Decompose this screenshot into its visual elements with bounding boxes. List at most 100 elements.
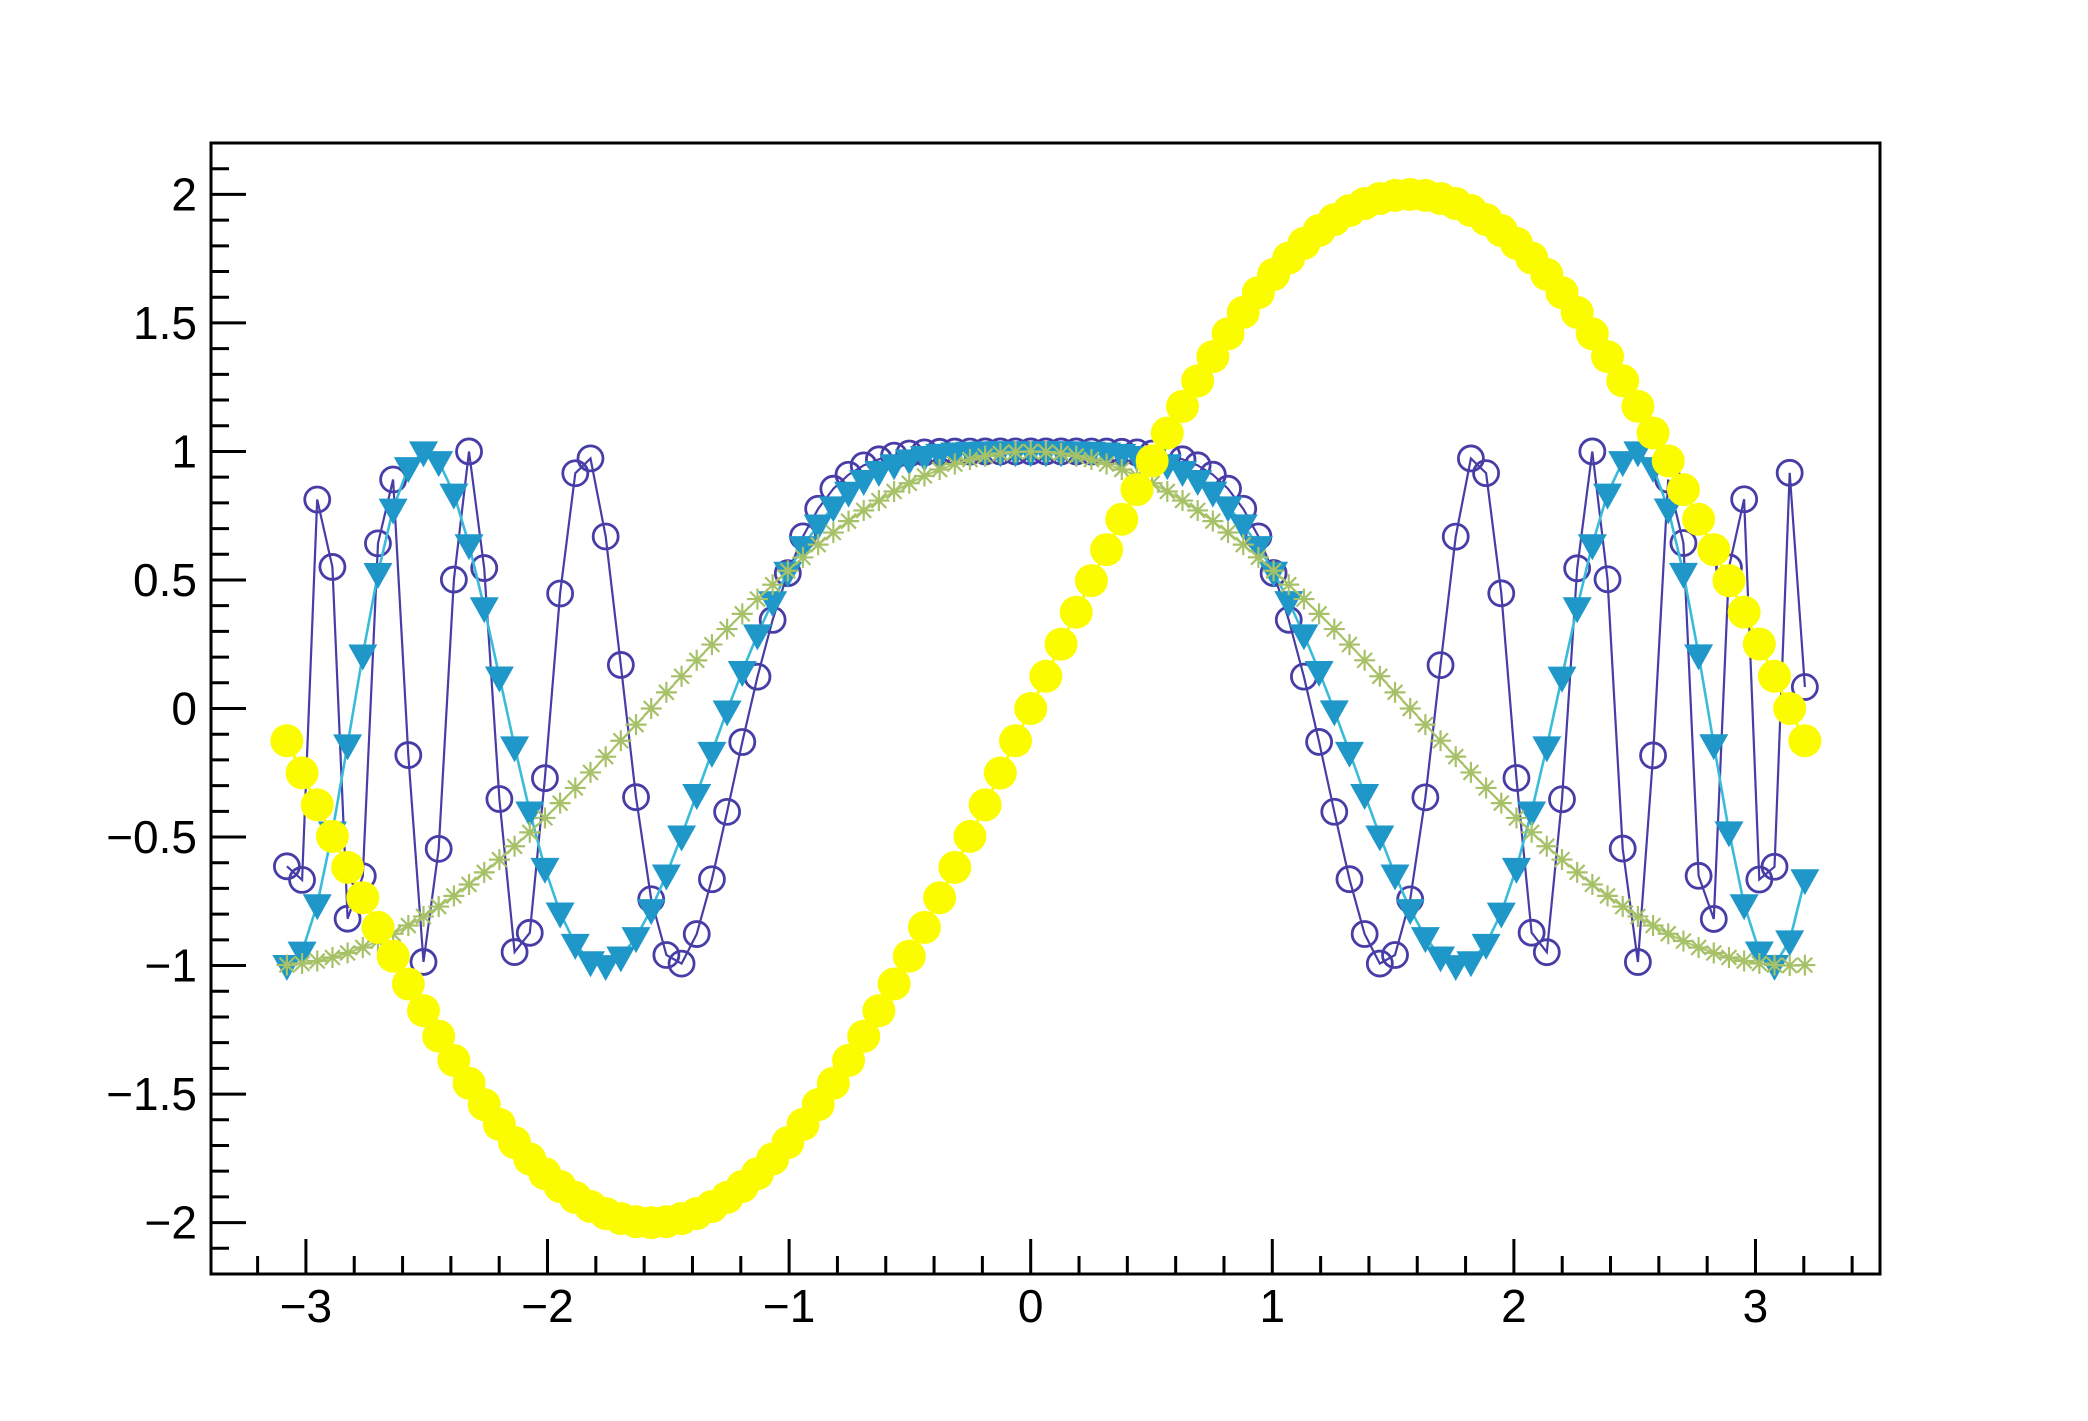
triangle-down-marker — [424, 451, 454, 478]
filled-circle-marker — [983, 756, 1017, 790]
asterisk-marker — [944, 453, 966, 475]
asterisk-arm — [354, 939, 371, 956]
triangle-down-marker — [302, 894, 332, 921]
y-tick-label: −2 — [145, 1197, 197, 1249]
asterisk-arm — [1386, 684, 1404, 701]
triangle-down-marker — [439, 483, 469, 510]
triangle-down-marker — [682, 784, 712, 810]
asterisk-arm — [1083, 451, 1100, 468]
asterisk-arm — [612, 732, 630, 749]
open-circle-marker — [1623, 948, 1652, 976]
asterisk-marker — [701, 634, 723, 656]
asterisk-arm — [1159, 483, 1176, 500]
open-circle-marker — [1532, 938, 1561, 967]
asterisk-arm — [1705, 944, 1722, 962]
asterisk-arm — [1068, 447, 1085, 465]
filled-circle-marker — [1727, 595, 1761, 629]
filled-circle-marker — [999, 724, 1033, 758]
x-tick-label: 2 — [1501, 1280, 1527, 1332]
open-circle-marker — [1426, 651, 1455, 679]
open-circle-marker — [1608, 834, 1637, 863]
open-circle-marker — [1457, 444, 1485, 473]
triangle-down-marker — [1213, 496, 1243, 523]
asterisk-marker — [473, 861, 495, 883]
triangle-down-marker — [469, 597, 499, 624]
asterisk-arm — [1508, 809, 1525, 827]
filled-circle-marker — [1682, 502, 1716, 536]
open-circle-marker — [1669, 529, 1698, 557]
triangle-down-marker — [1577, 534, 1607, 561]
asterisk-marker — [1521, 821, 1543, 843]
filled-circle-marker — [1606, 364, 1640, 398]
asterisk-marker — [610, 730, 632, 752]
triangle-down-marker — [393, 457, 423, 484]
open-circle-marker — [1730, 485, 1759, 514]
asterisk-marker — [822, 522, 844, 544]
open-circle-marker — [1441, 522, 1470, 551]
filled-circle-marker — [1788, 724, 1822, 758]
asterisk-arm — [1735, 952, 1753, 970]
asterisk-arm — [1113, 461, 1130, 478]
x-tick-label: −3 — [280, 1280, 332, 1332]
asterisk-arm — [1341, 636, 1358, 653]
triangle-down-marker — [606, 946, 636, 973]
triangle-down-marker — [1532, 736, 1562, 763]
asterisk-arm — [840, 512, 857, 530]
filled-circle-marker — [1651, 444, 1685, 478]
filled-circle-marker — [1742, 627, 1776, 661]
series-markers-cos-x — [276, 440, 1816, 977]
filled-circle-marker — [923, 881, 957, 915]
asterisk-marker — [1536, 835, 1558, 857]
triangle-down-marker — [1790, 869, 1820, 896]
asterisk-arm — [1568, 864, 1586, 881]
asterisk-marker — [1202, 510, 1224, 532]
asterisk-marker — [1338, 634, 1360, 656]
asterisk-marker — [974, 445, 996, 467]
asterisk-arm — [415, 908, 432, 925]
filled-circle-marker — [1773, 691, 1807, 725]
series-cos-x — [276, 440, 1816, 977]
open-circle-marker — [288, 865, 316, 894]
triangle-down-marker — [454, 534, 484, 561]
filled-circle-marker — [391, 967, 425, 1001]
asterisk-marker — [1414, 714, 1436, 736]
asterisk-arm — [1690, 939, 1707, 956]
asterisk-arm — [688, 652, 705, 669]
asterisk-marker — [1369, 665, 1391, 687]
asterisk-marker — [579, 761, 601, 783]
open-circle-marker — [333, 904, 362, 933]
filled-circle-marker — [331, 850, 365, 884]
open-circle-marker — [1548, 785, 1576, 814]
triangle-down-marker — [1501, 857, 1531, 884]
asterisk-marker — [1475, 777, 1497, 799]
asterisk-arm — [1796, 956, 1814, 974]
asterisk-arm — [1614, 898, 1631, 915]
open-circle-marker — [1502, 764, 1531, 792]
asterisk-marker — [746, 588, 768, 610]
asterisk-marker — [1035, 441, 1057, 463]
asterisk-marker — [519, 821, 541, 843]
asterisk-marker — [989, 442, 1011, 464]
open-circle-marker — [1639, 741, 1667, 770]
triangle-down-marker — [1699, 734, 1729, 761]
asterisk-arm — [1250, 549, 1267, 566]
asterisk-marker — [807, 534, 829, 556]
asterisk-marker — [1460, 761, 1482, 783]
triangle-down-marker — [1365, 825, 1395, 852]
triangle-down-marker — [1167, 461, 1197, 487]
open-circle-marker — [515, 918, 544, 947]
asterisk-marker — [1217, 522, 1239, 544]
filled-circle-marker — [862, 994, 896, 1028]
filled-circle-marker — [1165, 389, 1199, 423]
triangle-down-marker — [1562, 597, 1592, 624]
asterisk-marker — [1688, 936, 1710, 958]
asterisk-arm — [673, 668, 690, 685]
asterisk-arm — [1493, 794, 1510, 812]
y-tick-label: −0.5 — [106, 811, 197, 863]
asterisk-arm — [961, 451, 979, 468]
asterisk-marker — [959, 449, 981, 471]
open-circle-marker — [1381, 941, 1409, 969]
open-circle-marker — [682, 920, 711, 948]
asterisk-marker — [1505, 807, 1527, 829]
y-tick-label: 2 — [171, 169, 197, 221]
